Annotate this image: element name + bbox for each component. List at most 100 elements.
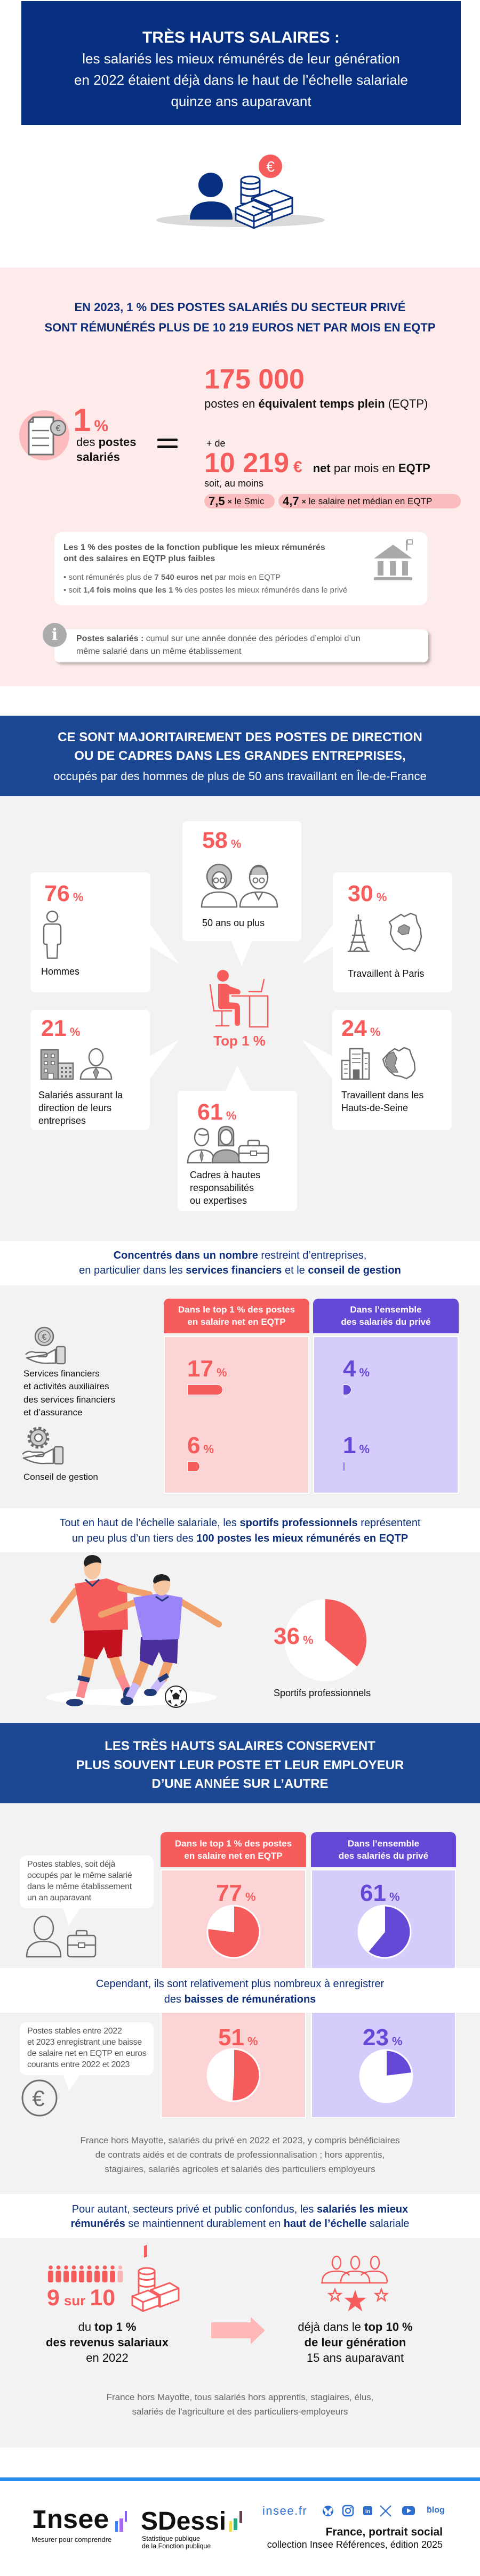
youtube-icon[interactable] — [402, 2506, 415, 2515]
count-caption: postes en équivalent temps plein (EQTP) — [204, 397, 428, 410]
insee-site-link[interactable]: insee.fr — [262, 2504, 308, 2517]
threshold-caption: net par mois en EQTP — [313, 461, 430, 475]
share-value: 1% — [73, 404, 108, 442]
stat-label-hauts-de-seine: Travaillent dans les Hauts-de-Seine — [341, 1090, 424, 1113]
stable-jobs-note-text: Postes stables, soit déjà occupés par le… — [27, 1860, 132, 1902]
column-body-top1 — [164, 1336, 309, 1494]
equals-sign-lower — [157, 445, 178, 448]
stability-source-note: France hors Mayotte, salariés du privé e… — [80, 2135, 400, 2174]
stat-label-men: Hommes — [41, 966, 80, 977]
persistence-intro: Pour autant, secteurs privé et public co… — [70, 2204, 410, 2230]
intro-heading-line: EN 2023, 1 % DES POSTES SALARIÉS DU SECT… — [74, 301, 406, 314]
sectors-intro-line: Concentrés dans un nombre restreint d’en… — [113, 1250, 367, 1261]
public-box-bullets: • sont rémunérés plus de 7 540 euros net… — [63, 571, 347, 597]
stat-label-age: 50 ans ou plus — [202, 918, 265, 928]
value-financial-top1: 17% — [187, 1356, 227, 1382]
intro-heading: EN 2023, 1 % DES POSTES SALARIÉS DU SECT… — [0, 297, 480, 338]
page-title: TRÈS HAUTS SALAIRES : — [142, 29, 340, 46]
info-icon: i — [43, 623, 67, 647]
stat-value-executives: 61% — [197, 1099, 237, 1125]
sectors-intro-line: en particulier dans les services financi… — [79, 1265, 401, 1276]
stat-value-men: 76% — [44, 881, 84, 906]
pill-value: 4,7 — [283, 494, 299, 508]
profile-heading-line: CE SONT MAJORITAIREMENT DES POSTES DE DI… — [58, 730, 422, 744]
stat-value-age: 58% — [202, 828, 242, 853]
linkedin-icon[interactable]: in — [363, 2506, 372, 2515]
x-icon[interactable] — [380, 2505, 391, 2517]
svg-text:in: in — [365, 2509, 370, 2515]
intro-heading-line: SONT RÉMUNÉRÉS PLUS DE 10 219 EUROS NET … — [44, 321, 436, 334]
column-header-top1: Dans le top 1 % des postes en salaire net… — [161, 1832, 306, 1867]
sdessi-tagline: Statistique publique de la Fonction publ… — [142, 2535, 211, 2550]
share-label-line1: des postes — [76, 435, 137, 449]
footer-divider — [0, 2477, 480, 2481]
public-box-title: Les 1 % des postes de la fonction publiq… — [63, 542, 325, 564]
threshold-prefix: + de — [206, 438, 226, 449]
threshold-soit: soit, au moins — [204, 478, 264, 489]
count-value: 175 000 — [204, 364, 305, 395]
public-box-bullet: • sont rémunérés plus de 7 540 euros net… — [63, 573, 281, 582]
definition-info-box: Postes salariés : cumul sur une année do… — [54, 629, 428, 662]
definition-line: Postes salariés : cumul sur une année do… — [76, 634, 361, 643]
sports-intro-line: un peu plus d’un tiers des 100 postes le… — [71, 1533, 409, 1544]
insee-logo[interactable]: Insee — [31, 2506, 109, 2537]
instagram-icon[interactable] — [342, 2505, 354, 2517]
times-sign: × — [301, 497, 306, 506]
ratio-nine-out-of-ten: 9 sur 10 — [47, 2285, 116, 2311]
times-sign: × — [227, 497, 232, 506]
blog-link[interactable]: le blog — [427, 2505, 445, 2516]
stability-heading: LES TRÈS HAUTS SALAIRES CONSERVENT PLUS … — [76, 1739, 404, 1791]
persistence-right-text: déjà dans le top 10 % de leur génération… — [298, 2320, 413, 2364]
sports-section-bg — [0, 1552, 480, 1723]
public-sector-box: Les 1 % des postes de la fonction publiq… — [54, 532, 427, 605]
decline-value-top1: 51% — [218, 2024, 258, 2051]
insee-logo-bars — [115, 2511, 127, 2532]
profile-heading-band — [0, 716, 480, 796]
profile-subheading: occupés par des hommes de plus de 50 ans… — [53, 769, 427, 783]
blog-sup: le — [428, 2506, 431, 2510]
profile-heading: CE SONT MAJORITAIREMENT DES POSTES DE DI… — [0, 728, 480, 765]
stable-value-all: 61% — [360, 1880, 400, 1906]
equals-sign — [157, 439, 178, 441]
subtitle-line: quinze ans auparavant — [171, 93, 311, 109]
svg-text:€: € — [266, 158, 275, 175]
column-header-all-private: Dans l’ensemble des salariés du privé — [311, 1832, 456, 1867]
sdessi-logo-bars — [229, 2511, 242, 2532]
publication-collection: collection Insee Références, édition 202… — [267, 2539, 443, 2550]
header-banner — [21, 1, 461, 125]
stat-card-age — [182, 821, 301, 941]
person-with-money-icon: € — [156, 155, 325, 229]
row-label-financial-services: Services financiers et activités auxilia… — [23, 1368, 115, 1417]
value-consulting-top1: 6% — [187, 1432, 214, 1459]
share-label-line2: salariés — [76, 450, 120, 464]
persistence-left-text: du top 1 % des revenus salariaux en 2022 — [46, 2320, 169, 2364]
top-1-percent-label: Top 1 % — [213, 1033, 266, 1049]
bar-consulting-all — [343, 1461, 345, 1472]
threshold-currency: € — [293, 458, 302, 476]
stability-heading-band — [0, 1723, 480, 1803]
row-label-management-consulting: Conseil de gestion — [23, 1472, 98, 1482]
sdessi-logo[interactable]: SDessi — [141, 2507, 227, 2536]
stable-jobs-note: Postes stables, soit déjà occupés par le… — [20, 1856, 154, 1908]
pill-label: le salaire net médian en EQTP — [308, 496, 433, 506]
public-box-title-line: ont des salaires en EQTP plus faibles — [63, 554, 215, 563]
stat-value-directors: 21% — [41, 1016, 81, 1041]
pill-label: le Smic — [234, 496, 265, 506]
public-box-title-line: Les 1 % des postes de la fonction publiq… — [63, 543, 325, 552]
salary-decline-note: Postes stables entre 2022 et 2023 enregi… — [20, 2022, 154, 2075]
bluesky-icon[interactable] — [323, 2506, 333, 2516]
column-header-top1: Dans le top 1 % des postes en salaire net… — [164, 1299, 309, 1333]
stable-value-top1: 77% — [216, 1880, 256, 1906]
subtitle-line: en 2022 étaient déjà dans le haut de l’é… — [74, 72, 408, 88]
stat-value-hauts-de-seine: 24% — [341, 1016, 381, 1041]
persistence-source-note: France hors Mayotte, tous salariés hors … — [106, 2392, 374, 2417]
share-number: 1 — [73, 402, 91, 438]
decline-intro: Cependant, ils sont relativement plus no… — [95, 1978, 385, 2005]
value-financial-all: 4% — [343, 1356, 370, 1382]
bar-financial-all — [343, 1384, 351, 1395]
sectors-intro: Concentrés dans un nombre restreint d’en… — [0, 1248, 480, 1278]
bar-consulting-top1 — [187, 1461, 200, 1472]
page-subtitle: les salariés les mieux rémunérés de leur… — [21, 48, 461, 112]
median-ratio-pill: 4,7 × le salaire net médian en EQTP — [278, 494, 461, 508]
threshold-value: 10 219 — [204, 448, 290, 479]
